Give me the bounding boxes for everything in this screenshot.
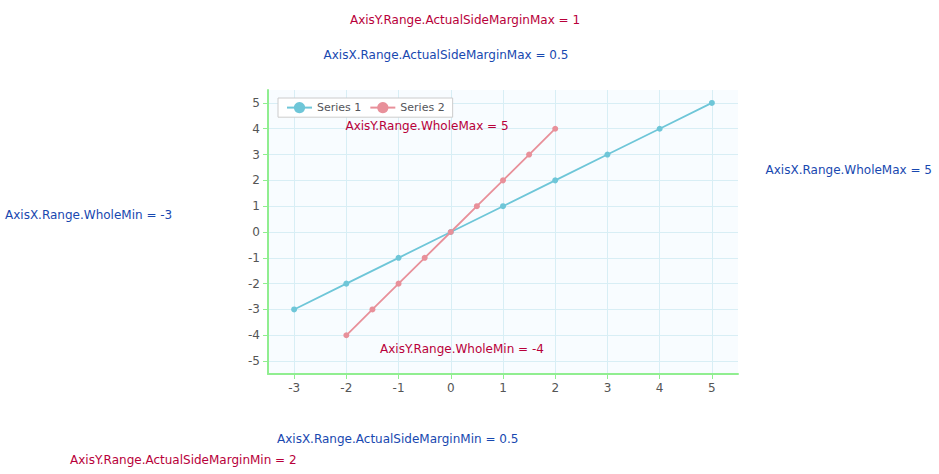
svg-text:5: 5 <box>252 96 260 110</box>
svg-text:-2: -2 <box>248 277 260 291</box>
svg-text:0: 0 <box>447 381 455 395</box>
svg-text:1: 1 <box>252 199 260 213</box>
svg-text:-3: -3 <box>288 381 300 395</box>
svg-text:-5: -5 <box>248 354 260 368</box>
svg-text:4: 4 <box>252 122 260 136</box>
svg-text:-4: -4 <box>248 328 260 342</box>
svg-text:AxisX.Range.ActualSideMarginMi: AxisX.Range.ActualSideMarginMin = 0.5 <box>277 432 518 446</box>
svg-text:Series 2: Series 2 <box>400 101 444 114</box>
svg-text:1: 1 <box>499 381 507 395</box>
svg-text:0: 0 <box>252 225 260 239</box>
svg-text:AxisY.Range.ActualSideMarginMa: AxisY.Range.ActualSideMarginMax = 1 <box>350 13 580 27</box>
svg-text:-3: -3 <box>248 302 260 316</box>
svg-text:Series 1: Series 1 <box>317 101 361 114</box>
svg-text:2: 2 <box>252 173 260 187</box>
svg-text:-1: -1 <box>393 381 405 395</box>
svg-text:AxisX.Range.ActualSideMarginMa: AxisX.Range.ActualSideMarginMax = 0.5 <box>324 48 569 62</box>
svg-text:5: 5 <box>708 381 716 395</box>
svg-text:2: 2 <box>551 381 559 395</box>
svg-text:3: 3 <box>604 381 612 395</box>
svg-text:-2: -2 <box>340 381 352 395</box>
svg-text:AxisX.Range.WholeMax = 5: AxisX.Range.WholeMax = 5 <box>766 163 932 177</box>
svg-text:AxisX.Range.WholeMin = -3: AxisX.Range.WholeMin = -3 <box>5 208 172 222</box>
svg-text:3: 3 <box>252 148 260 162</box>
svg-text:4: 4 <box>656 381 664 395</box>
svg-text:AxisY.Range.WholeMin = -4: AxisY.Range.WholeMin = -4 <box>380 342 544 356</box>
svg-text:AxisY.Range.WholeMax = 5: AxisY.Range.WholeMax = 5 <box>345 119 508 133</box>
svg-text:-1: -1 <box>248 251 260 265</box>
svg-text:AxisY.Range.ActualSideMarginMi: AxisY.Range.ActualSideMarginMin = 2 <box>70 453 297 467</box>
